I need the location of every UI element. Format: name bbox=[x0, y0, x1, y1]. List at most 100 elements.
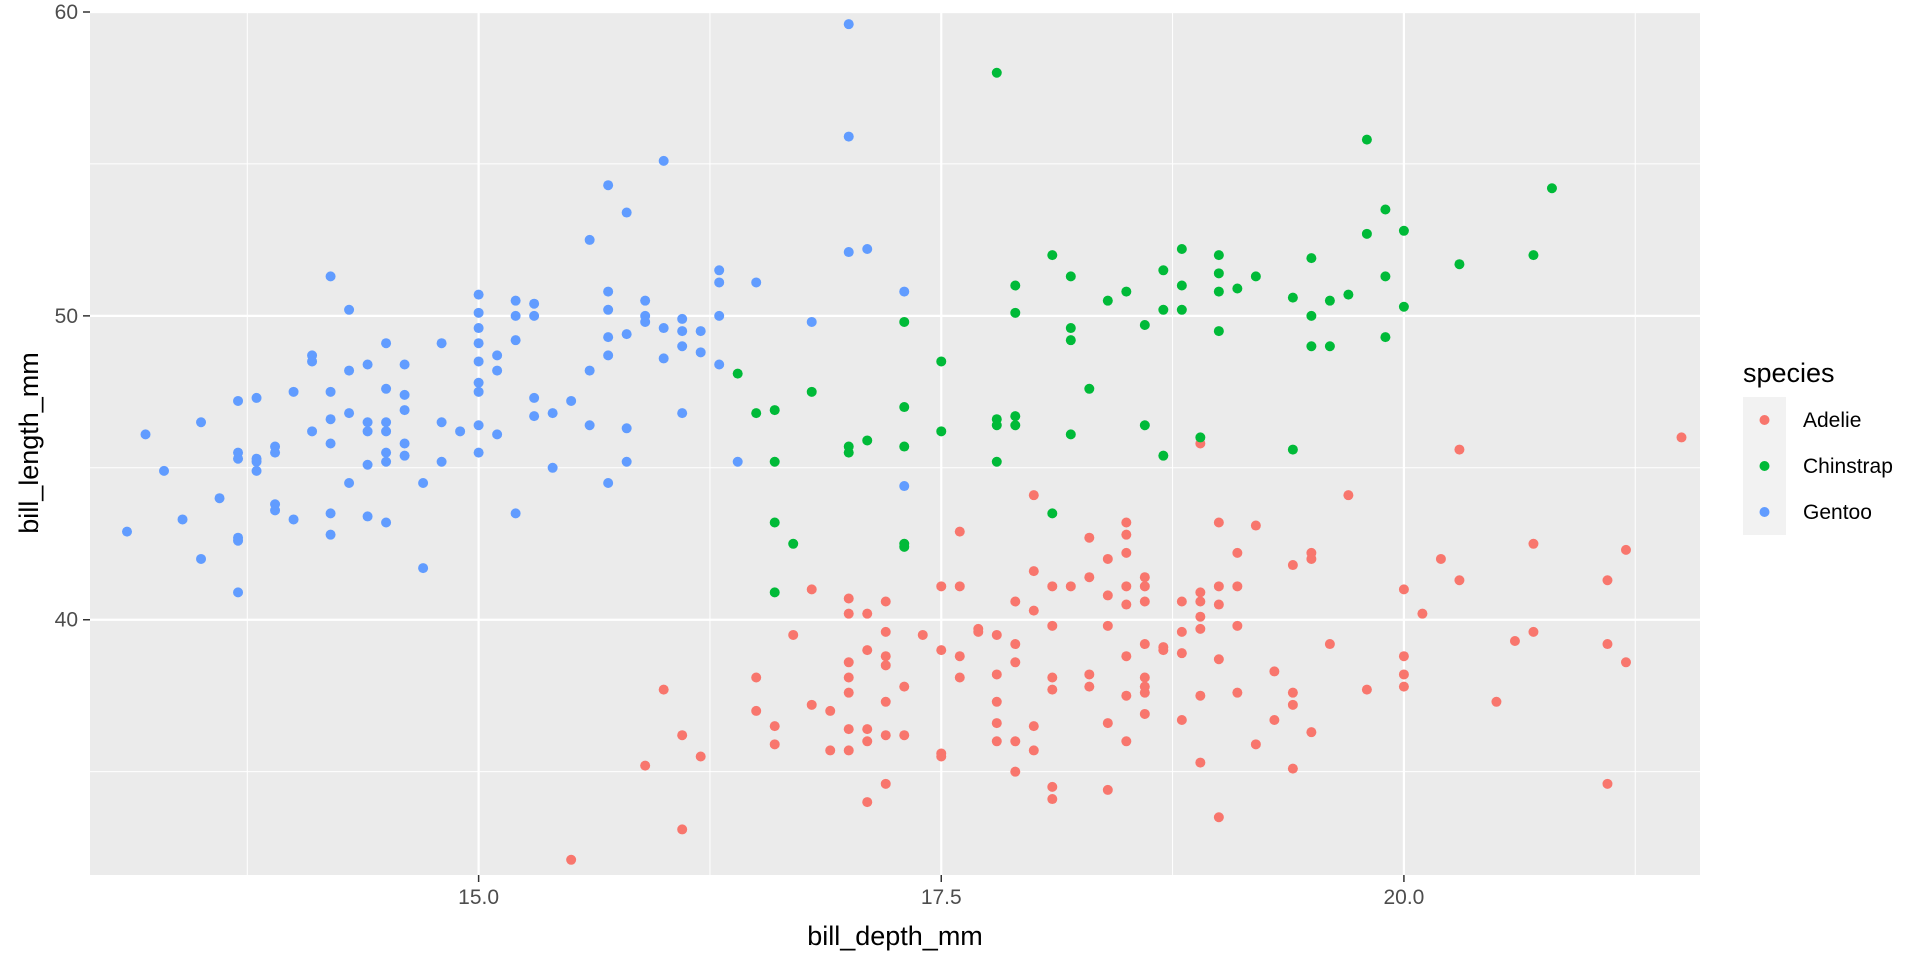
data-point-gentoo bbox=[177, 514, 188, 525]
data-point-gentoo bbox=[529, 310, 540, 321]
x-tick-label: 17.5 bbox=[921, 886, 962, 909]
legend-keys: Adelie Chinstrap Gentoo bbox=[1743, 397, 1893, 535]
data-point-chinstrap bbox=[1176, 244, 1187, 255]
data-point-gentoo bbox=[362, 511, 373, 522]
data-point-adelie bbox=[862, 797, 873, 808]
data-point-chinstrap bbox=[1065, 335, 1076, 346]
data-point-adelie bbox=[1010, 657, 1021, 668]
data-point-adelie bbox=[1602, 778, 1613, 789]
data-point-gentoo bbox=[899, 286, 910, 297]
data-point-gentoo bbox=[584, 420, 595, 431]
data-point-adelie bbox=[1139, 672, 1150, 683]
data-point-gentoo bbox=[658, 353, 669, 364]
data-point-adelie bbox=[1398, 681, 1409, 692]
data-point-gentoo bbox=[492, 365, 503, 376]
data-point-chinstrap bbox=[1361, 134, 1372, 145]
data-point-gentoo bbox=[603, 180, 614, 191]
data-point-adelie bbox=[991, 669, 1002, 680]
data-point-adelie bbox=[1047, 620, 1058, 631]
data-point-adelie bbox=[1287, 763, 1298, 774]
data-point-gentoo bbox=[307, 426, 318, 437]
data-point-adelie bbox=[825, 745, 836, 756]
data-point-gentoo bbox=[196, 553, 207, 564]
data-point-chinstrap bbox=[1195, 432, 1206, 443]
data-point-chinstrap bbox=[899, 316, 910, 327]
data-point-chinstrap bbox=[991, 420, 1002, 431]
data-point-chinstrap bbox=[769, 587, 780, 598]
data-point-gentoo bbox=[732, 456, 743, 467]
data-point-chinstrap bbox=[1380, 332, 1391, 343]
data-point-adelie bbox=[1028, 745, 1039, 756]
data-point-gentoo bbox=[529, 411, 540, 422]
x-tick-label: 20.0 bbox=[1383, 886, 1424, 909]
legend-marker-adelie bbox=[1759, 415, 1770, 425]
data-point-adelie bbox=[769, 721, 780, 732]
data-point-adelie bbox=[1528, 626, 1539, 637]
data-point-gentoo bbox=[399, 359, 410, 370]
data-point-chinstrap bbox=[1380, 204, 1391, 215]
data-point-chinstrap bbox=[1380, 271, 1391, 282]
data-point-adelie bbox=[1195, 596, 1206, 607]
data-point-gentoo bbox=[344, 478, 355, 489]
data-point-adelie bbox=[1084, 532, 1095, 543]
data-point-adelie bbox=[1121, 651, 1132, 662]
data-point-chinstrap bbox=[1232, 283, 1243, 294]
data-point-gentoo bbox=[603, 304, 614, 315]
data-point-adelie bbox=[1010, 766, 1021, 777]
data-point-gentoo bbox=[381, 338, 392, 349]
data-point-chinstrap bbox=[1287, 444, 1298, 455]
data-point-chinstrap bbox=[1084, 383, 1095, 394]
data-point-gentoo bbox=[362, 459, 373, 470]
data-point-adelie bbox=[899, 681, 910, 692]
data-point-adelie bbox=[843, 657, 854, 668]
legend-label-adelie: Adelie bbox=[1803, 409, 1861, 432]
data-point-adelie bbox=[843, 687, 854, 698]
x-tick-label: 15.0 bbox=[458, 886, 499, 909]
data-point-adelie bbox=[917, 629, 928, 640]
data-point-adelie bbox=[1343, 490, 1354, 501]
data-point-chinstrap bbox=[751, 408, 762, 419]
data-point-gentoo bbox=[640, 295, 651, 306]
data-point-gentoo bbox=[233, 535, 244, 546]
data-point-gentoo bbox=[381, 517, 392, 528]
data-point-chinstrap bbox=[769, 405, 780, 416]
data-point-adelie bbox=[1047, 672, 1058, 683]
data-point-gentoo bbox=[806, 316, 817, 327]
data-point-gentoo bbox=[251, 465, 262, 476]
data-point-gentoo bbox=[325, 529, 336, 540]
data-point-adelie bbox=[1010, 596, 1021, 607]
data-point-gentoo bbox=[399, 450, 410, 461]
data-point-chinstrap bbox=[1454, 259, 1465, 270]
data-point-gentoo bbox=[473, 377, 484, 388]
data-point-adelie bbox=[1028, 605, 1039, 616]
data-point-chinstrap bbox=[1343, 289, 1354, 300]
data-point-chinstrap bbox=[1546, 183, 1557, 194]
data-point-gentoo bbox=[843, 247, 854, 258]
data-point-adelie bbox=[1121, 529, 1132, 540]
data-point-gentoo bbox=[214, 493, 225, 504]
data-point-gentoo bbox=[381, 447, 392, 458]
data-point-gentoo bbox=[233, 453, 244, 464]
data-point-adelie bbox=[899, 730, 910, 741]
data-point-adelie bbox=[936, 581, 947, 592]
data-points bbox=[122, 19, 1687, 865]
data-point-adelie bbox=[1010, 639, 1021, 650]
data-point-gentoo bbox=[399, 405, 410, 416]
data-point-chinstrap bbox=[1306, 253, 1317, 264]
data-point-adelie bbox=[954, 581, 965, 592]
data-point-gentoo bbox=[473, 307, 484, 318]
data-point-gentoo bbox=[436, 456, 447, 467]
data-point-chinstrap bbox=[991, 456, 1002, 467]
data-point-gentoo bbox=[122, 526, 133, 537]
data-point-adelie bbox=[1213, 812, 1224, 823]
data-point-adelie bbox=[862, 608, 873, 619]
data-point-gentoo bbox=[325, 271, 336, 282]
data-point-adelie bbox=[880, 626, 891, 637]
data-point-gentoo bbox=[658, 323, 669, 334]
data-point-gentoo bbox=[473, 323, 484, 334]
data-point-gentoo bbox=[529, 392, 540, 403]
data-point-gentoo bbox=[436, 338, 447, 349]
data-point-adelie bbox=[1232, 687, 1243, 698]
data-point-gentoo bbox=[603, 478, 614, 489]
